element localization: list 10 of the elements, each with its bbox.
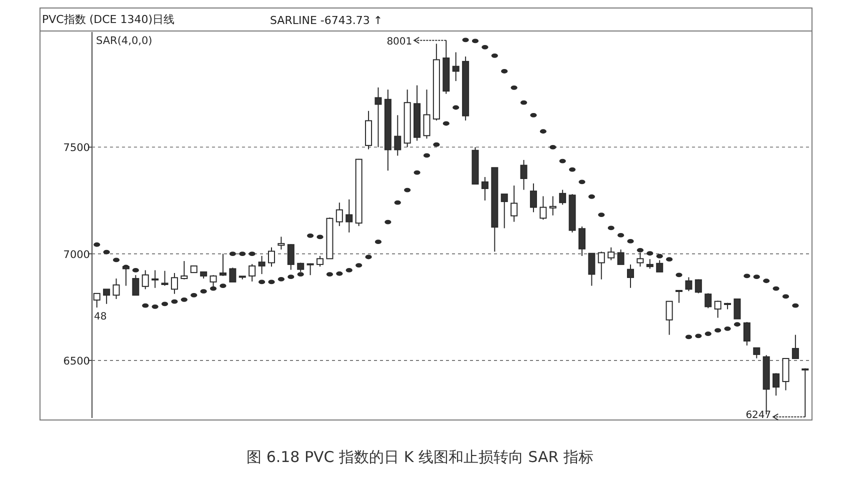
annotation: 48 [94,312,107,323]
annotation: 8001 [386,36,412,48]
annotation: 6247 [746,410,772,421]
caption: 图 6.18 PVC 指数的日 K 线图和止损转向 SAR 指标 [246,448,594,466]
title: PVC指数 (DCE 1340)日线 [42,13,175,26]
legend: SAR(4,0,0) [96,35,152,47]
ytick: 7500 [63,142,90,154]
ytick: 7000 [63,248,90,261]
ytick: 6500 [63,355,90,368]
subtitle: SARLINE -6743.73 ↑ [270,14,383,27]
